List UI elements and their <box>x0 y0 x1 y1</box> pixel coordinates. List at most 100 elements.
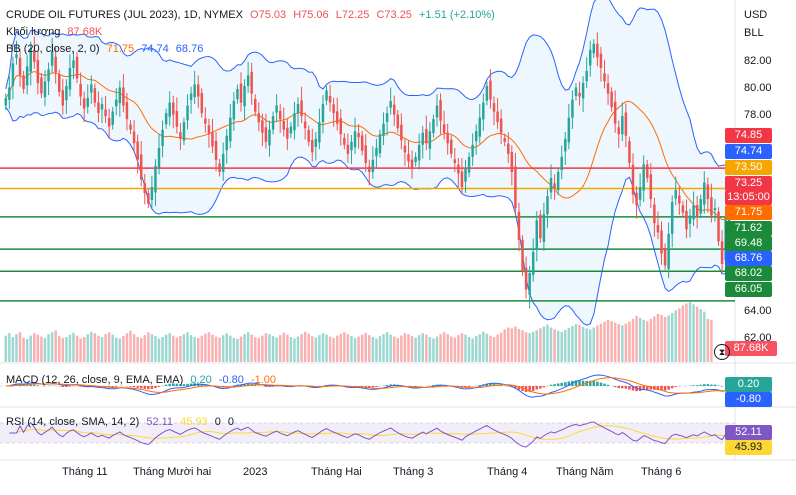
volume-bar <box>286 335 288 362</box>
volume-bar <box>229 336 231 362</box>
volume-bar <box>689 302 691 362</box>
volume-bar <box>457 335 459 362</box>
candle-body <box>215 141 217 160</box>
candle-body <box>240 84 242 103</box>
macd-hist-bar <box>133 386 135 387</box>
candle-body <box>47 69 49 81</box>
volume-bar <box>204 334 206 362</box>
rsi-zero-2: 0 <box>228 416 234 428</box>
candle-body <box>229 118 231 142</box>
candle-body <box>699 199 701 213</box>
volume-bar <box>144 335 146 362</box>
candle-body <box>315 139 317 147</box>
legend-bb[interactable]: BB (20, close, 2, 0) 71.75 74.74 68.76 <box>6 43 207 55</box>
high-value: H75.06 <box>293 9 328 21</box>
candle-body <box>336 111 338 123</box>
bb-upper-value: 74.74 <box>141 43 169 55</box>
legend-rsi[interactable]: RSI (14, close, SMA, 14, 2) 52.11 45.93 … <box>6 416 238 428</box>
volume-bar <box>650 319 652 362</box>
badge-level-6605: 66.05 <box>725 282 772 297</box>
volume-bar <box>357 337 359 362</box>
candle-body <box>593 44 595 54</box>
volume-bar <box>418 335 420 362</box>
macd-hist-bar <box>614 386 616 387</box>
badge-macd-line: -0.80 <box>725 392 772 407</box>
volume-bar <box>265 333 267 362</box>
candle-body <box>496 112 498 123</box>
volume-bar <box>158 338 160 362</box>
badge-rsi: 52.11 <box>725 425 772 440</box>
candle-body <box>179 132 181 139</box>
macd-hist-bar <box>144 386 146 389</box>
volume-bar <box>197 338 199 362</box>
volume-bar <box>79 338 81 362</box>
volume-bar <box>215 337 217 362</box>
y-tick-80: 80.00 <box>744 82 772 94</box>
volume-bar <box>201 336 203 362</box>
candle-body <box>414 157 416 162</box>
candle-body <box>678 195 680 203</box>
volume-bar <box>443 332 445 362</box>
volume-bar <box>411 336 413 362</box>
volume-bar <box>454 338 456 362</box>
candle-body <box>147 193 149 204</box>
volume-bar <box>354 338 356 362</box>
legend-volume[interactable]: Khối lượng 87.68K <box>6 26 106 38</box>
candle-body <box>610 92 612 107</box>
macd-hist-bar <box>667 386 669 390</box>
candle-body <box>87 98 89 107</box>
candle-body <box>311 140 313 152</box>
volume-bar <box>69 335 71 362</box>
volume-bar <box>115 338 117 362</box>
volume-bar <box>400 336 402 362</box>
macd-hist-bar <box>158 386 160 387</box>
macd-hist-bar <box>710 385 712 386</box>
rsi-ma-value: 45.93 <box>180 416 208 428</box>
legend-macd[interactable]: MACD (12, 26, close, 9, EMA, EMA) 0.20 -… <box>6 374 280 386</box>
candle-body <box>65 86 67 100</box>
volume-bar <box>660 315 662 362</box>
macd-hist-bar <box>692 385 694 386</box>
candle-body <box>571 100 573 118</box>
volume-bar <box>404 333 406 362</box>
candle-body <box>97 103 99 114</box>
candle-body <box>486 86 488 101</box>
volume-bar <box>19 332 21 362</box>
macd-hist-bar <box>471 386 473 387</box>
candle-body <box>468 157 470 173</box>
volume-bar <box>26 339 28 362</box>
candle-body <box>233 101 235 119</box>
volume-bar <box>240 337 242 362</box>
volume-bar <box>268 334 270 362</box>
candle-body <box>703 183 705 205</box>
candle-body <box>600 54 602 68</box>
candle-body <box>628 141 630 163</box>
volume-bar <box>372 337 374 362</box>
volume-bar <box>468 337 470 362</box>
rsi-label: RSI (14, close, SMA, 14, 2) <box>6 416 139 428</box>
macd-hist-bar <box>671 386 673 388</box>
candle-body <box>575 87 577 95</box>
macd-hist-bar <box>696 385 698 386</box>
rsi-zero-1: 0 <box>215 416 221 428</box>
volume-bar <box>318 335 320 362</box>
candle-body <box>614 102 616 124</box>
macd-hist-bar <box>372 386 374 387</box>
volume-bar <box>421 333 423 362</box>
volume-bar <box>83 337 85 362</box>
macd-hist-bar <box>62 386 64 387</box>
candle-body <box>407 154 409 161</box>
clock-icon[interactable]: ⧗ <box>714 344 730 360</box>
candle-body <box>657 225 659 232</box>
volume-bar <box>489 336 491 362</box>
candle-body <box>136 141 138 159</box>
volume-bar <box>300 334 302 362</box>
candle-body <box>568 118 570 143</box>
volume-bar <box>44 338 46 362</box>
volume-bar <box>297 337 299 362</box>
candle-body <box>19 58 21 75</box>
volume-bar <box>37 335 39 362</box>
volume-bar <box>682 305 684 362</box>
candle-body <box>79 84 81 97</box>
volume-bar <box>482 332 484 362</box>
